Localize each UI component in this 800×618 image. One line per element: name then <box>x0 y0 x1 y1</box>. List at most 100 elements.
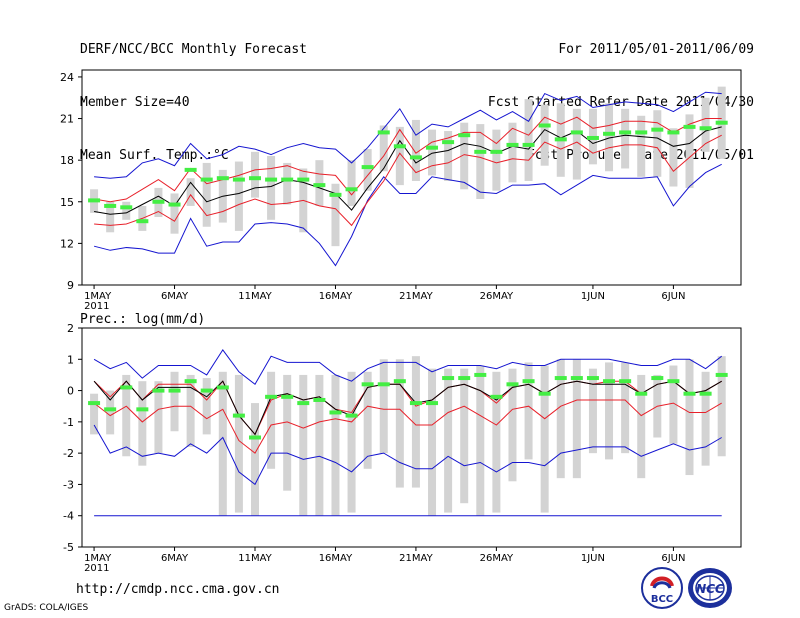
prec-member-mark <box>522 379 535 384</box>
temp-upper-line <box>94 116 722 203</box>
prec-spread-bar <box>701 371 710 466</box>
bcc-logo: BCC <box>641 567 683 609</box>
prec-spread-bar <box>669 365 678 444</box>
prec-x-tick-label: 6JUN <box>661 553 685 564</box>
temp-x-tick-label: 11MAY <box>238 291 272 302</box>
prec-spread-bar <box>138 381 147 466</box>
temp-member-mark <box>442 140 455 145</box>
temp-y-tick-label: 9 <box>67 279 74 292</box>
temp-spread-bar <box>234 161 243 231</box>
prec-member-mark <box>216 385 229 390</box>
prec-member-mark <box>104 407 117 412</box>
temp-x-tick-label: 16MAY <box>319 291 353 302</box>
prec-member-mark <box>232 413 245 418</box>
prec-member-mark <box>506 382 519 387</box>
temp-spread-bar <box>444 131 453 181</box>
temp-x-tick-label: 6JUN <box>661 291 685 302</box>
prec-member-mark <box>635 391 648 396</box>
prec-spread-bar <box>331 374 340 516</box>
prec-member-mark <box>120 385 133 390</box>
ncc-logo: NCC <box>688 568 732 608</box>
prec-member-mark <box>490 394 503 399</box>
prec-spread-bar <box>202 378 211 435</box>
temp-spread-bar <box>395 126 404 186</box>
prec-spread-bar <box>299 374 308 516</box>
temp-member-mark <box>152 199 165 204</box>
temp-x-tick-label: 6MAY <box>161 291 189 302</box>
prec-spread-bar <box>685 359 694 476</box>
prec-y-tick-label: 1 <box>67 353 74 366</box>
prec-x-tick-label: 21MAY <box>399 553 433 564</box>
temp-spread-bar <box>540 104 549 166</box>
prec-member-mark <box>554 376 567 381</box>
prec-member-mark <box>248 435 261 440</box>
prec-member-mark <box>699 391 712 396</box>
prec-spread-bar <box>90 393 99 435</box>
temp-spread-bar <box>122 201 131 220</box>
prec-y-tick-label: -3 <box>63 478 74 491</box>
temp-member-mark <box>104 203 117 208</box>
temp-spread-bar <box>428 129 437 176</box>
temp-member-mark <box>393 144 406 149</box>
temp-lower-line <box>94 134 722 227</box>
temp-x-tick-label: 1MAY <box>84 291 112 302</box>
temperature-panel: 9 12 15 18 21 24 1MAY 6MAY 11MAY 16MAY 21MAY 26MAY 1… <box>60 69 742 312</box>
temp-member-mark <box>538 123 551 128</box>
temp-member-mark <box>313 183 326 188</box>
temp-spread-bar <box>460 122 469 190</box>
prec-spread-bar <box>106 390 115 435</box>
prec-member-mark <box>168 388 181 393</box>
prec-member-mark <box>136 407 149 412</box>
temp-member-mark <box>409 155 422 160</box>
temp-y-tick-label: 21 <box>60 113 74 126</box>
prec-member-mark <box>683 391 696 396</box>
temp-min-line <box>93 163 722 267</box>
prec-member-mark <box>619 379 632 384</box>
temp-member-mark <box>248 176 261 181</box>
precip-panel-title: Prec.: log(mm/d) <box>80 312 205 327</box>
forecast-period-label: For 2011/05/01-2011/06/09 <box>558 42 754 57</box>
temp-spread-bar <box>315 160 324 206</box>
prec-lower-line <box>93 399 722 454</box>
temp-member-mark <box>667 130 680 135</box>
prec-member-mark <box>361 382 374 387</box>
temp-member-mark <box>297 177 310 182</box>
prec-x-tick-label: 26MAY <box>480 553 514 564</box>
temp-member-mark <box>570 130 583 135</box>
prec-spread-bar <box>395 359 404 488</box>
temp-spread-bar <box>186 178 195 206</box>
prec-member-mark <box>88 401 101 406</box>
temp-member-mark <box>265 177 278 182</box>
temp-spread-bar <box>621 108 630 169</box>
prec-spread-bar <box>315 374 324 516</box>
prec-spread-bar <box>717 356 726 457</box>
prec-spread-bar <box>621 362 630 454</box>
prec-spread-bar <box>379 359 388 454</box>
grads-credit: GrADS: COLA/IGES <box>4 603 89 613</box>
prec-member-mark <box>377 382 390 387</box>
temp-member-mark <box>377 130 390 135</box>
temp-member-mark <box>603 131 616 136</box>
temp-y-tick-label: 12 <box>60 237 74 250</box>
temp-member-mark <box>651 127 664 132</box>
temp-spread-bar <box>331 183 340 247</box>
temp-member-mark <box>474 149 487 154</box>
prec-spread-bar <box>122 374 131 457</box>
temp-member-mark <box>715 120 728 125</box>
prec-spread-bar <box>363 371 372 469</box>
bcc-logo-text: BCC <box>651 594 673 605</box>
prec-member-mark <box>297 401 310 406</box>
temp-spread-bar <box>363 149 372 191</box>
prec-member-mark <box>426 401 439 406</box>
prec-spread-bar <box>267 371 276 469</box>
temp-spread-bar <box>476 124 485 199</box>
ncc-logo-text: NCC <box>696 582 724 596</box>
temp-member-mark <box>426 145 439 150</box>
prec-y-tick-label: 0 <box>67 385 74 398</box>
prec-spread-bar <box>460 368 469 504</box>
temp-member-mark <box>136 219 149 224</box>
temp-member-mark <box>458 133 471 138</box>
prec-spread-bar <box>540 365 549 513</box>
member-size-label: Member Size=40 <box>80 95 190 110</box>
